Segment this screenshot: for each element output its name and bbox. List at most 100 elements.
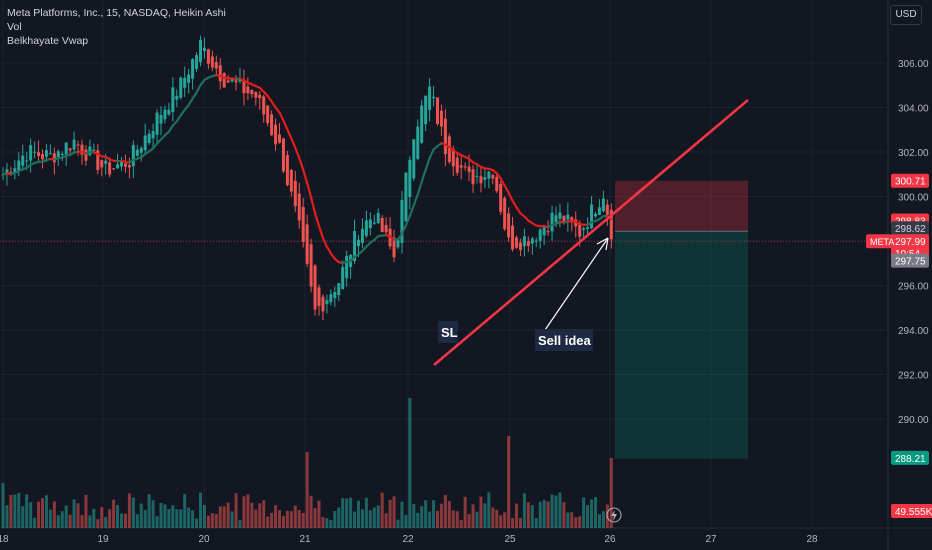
candle-body[interactable] <box>341 267 345 290</box>
candle-body[interactable] <box>491 174 495 179</box>
lightning-icon[interactable] <box>606 507 622 523</box>
candle-body[interactable] <box>76 144 80 146</box>
volume-bar[interactable] <box>550 494 554 528</box>
volume-bar[interactable] <box>459 519 463 528</box>
volume-bar[interactable] <box>278 510 281 528</box>
candle-body[interactable] <box>447 136 451 163</box>
volume-bar[interactable] <box>274 505 278 528</box>
volume-bar[interactable] <box>104 517 108 528</box>
volume-bar[interactable] <box>380 492 384 528</box>
volume-bar[interactable] <box>92 508 96 528</box>
candle-body[interactable] <box>487 171 491 179</box>
volume-bar[interactable] <box>451 510 455 528</box>
candle-body[interactable] <box>546 231 550 233</box>
candle-body[interactable] <box>424 95 428 125</box>
volume-bar[interactable] <box>159 502 163 528</box>
sell-arrow-line[interactable] <box>544 237 609 331</box>
candle-body[interactable] <box>258 94 262 99</box>
volume-bar[interactable] <box>345 498 349 528</box>
candle-body[interactable] <box>317 287 321 306</box>
candle-body[interactable] <box>511 225 515 250</box>
candle-body[interactable] <box>550 212 554 232</box>
volume-bar[interactable] <box>68 514 72 528</box>
volume-bar[interactable] <box>388 499 392 528</box>
candle-body[interactable] <box>100 160 104 168</box>
candle-body[interactable] <box>108 162 112 175</box>
volume-bar[interactable] <box>337 507 341 528</box>
volume-bar[interactable] <box>258 503 262 528</box>
volume-bar[interactable] <box>139 503 143 528</box>
volume-bar[interactable] <box>108 509 112 528</box>
candle-body[interactable] <box>412 139 416 179</box>
volume-bar[interactable] <box>566 512 570 528</box>
volume-bar[interactable] <box>570 512 574 528</box>
volume-bar[interactable] <box>297 509 301 528</box>
candle-body[interactable] <box>443 118 447 155</box>
candle-body[interactable] <box>246 86 250 94</box>
volume-bar[interactable] <box>594 497 597 528</box>
candle-body[interactable] <box>364 220 368 236</box>
volume-bar[interactable] <box>64 505 68 528</box>
volume-bar[interactable] <box>416 512 420 528</box>
volume-bar[interactable] <box>210 513 214 528</box>
candle-body[interactable] <box>5 169 9 175</box>
volume-bar[interactable] <box>503 512 507 528</box>
volume-bar[interactable] <box>491 507 495 528</box>
stop-loss-zone[interactable] <box>615 180 748 232</box>
volume-bar[interactable] <box>1 483 5 528</box>
volume-bar[interactable] <box>522 493 526 528</box>
candle-body[interactable] <box>127 165 131 168</box>
candle-body[interactable] <box>13 168 17 174</box>
volume-bar[interactable] <box>13 494 17 528</box>
candle-body[interactable] <box>218 65 222 82</box>
candle-body[interactable] <box>187 74 191 83</box>
volume-bar[interactable] <box>515 503 518 528</box>
volume-bar[interactable] <box>9 494 13 528</box>
volume-bar[interactable] <box>72 499 76 528</box>
volume-bar[interactable] <box>507 436 511 528</box>
candle-body[interactable] <box>163 109 167 120</box>
candle-body[interactable] <box>135 149 139 156</box>
volume-bar[interactable] <box>96 519 100 528</box>
candle-body[interactable] <box>467 166 471 172</box>
candle-body[interactable] <box>175 95 179 100</box>
volume-bar[interactable] <box>511 518 515 528</box>
volume-bar[interactable] <box>143 510 147 528</box>
candle-body[interactable] <box>463 166 467 168</box>
candle-body[interactable] <box>285 154 289 186</box>
candle-body[interactable] <box>159 114 163 124</box>
candle-body[interactable] <box>297 193 301 221</box>
candle-body[interactable] <box>376 212 380 224</box>
candle-body[interactable] <box>171 87 175 113</box>
volume-bar[interactable] <box>191 510 195 528</box>
indicator-vwap-label[interactable]: Belkhayate Vwap <box>7 35 89 47</box>
stop-price-badge[interactable]: 300.71 <box>891 173 929 188</box>
candle-body[interactable] <box>293 180 297 207</box>
candle-body[interactable] <box>84 149 88 161</box>
candle-body[interactable] <box>289 170 293 192</box>
indicator-vol-label[interactable]: Vol <box>7 21 22 33</box>
candle-body[interactable] <box>455 157 459 173</box>
candle-body[interactable] <box>515 237 518 248</box>
volume-bar[interactable] <box>187 507 191 528</box>
candle-body[interactable] <box>52 153 56 163</box>
volume-bar[interactable] <box>436 510 439 528</box>
volume-bar[interactable] <box>147 494 151 528</box>
candle-body[interactable] <box>195 55 199 69</box>
volume-bar[interactable] <box>341 497 345 528</box>
candle-body[interactable] <box>278 134 281 143</box>
candle-body[interactable] <box>274 124 278 145</box>
candle-body[interactable] <box>503 197 507 229</box>
candle-body[interactable] <box>554 215 558 223</box>
volume-bar[interactable] <box>21 506 25 528</box>
volume-bar[interactable] <box>163 504 167 528</box>
candle-body[interactable] <box>88 146 92 156</box>
time-axis[interactable]: 18 19 20 21 22 25 26 27 28 <box>0 534 818 545</box>
candle-body[interactable] <box>459 165 463 168</box>
candle-body[interactable] <box>534 240 538 242</box>
volume-bar[interactable] <box>333 511 337 528</box>
candle-body[interactable] <box>56 151 60 158</box>
volume-badge[interactable]: 49.555K <box>891 504 932 518</box>
candle-body[interactable] <box>313 265 317 310</box>
volume-bar[interactable] <box>582 497 586 528</box>
